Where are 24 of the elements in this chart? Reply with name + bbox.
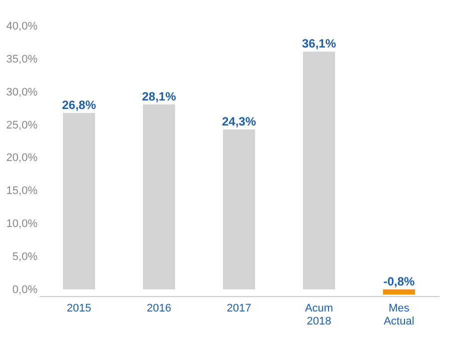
bar <box>63 112 95 290</box>
data-label: -0,8% <box>383 274 415 288</box>
y-tick-label: 40,0% <box>6 20 38 32</box>
y-tick-label: 30,0% <box>6 86 38 98</box>
data-label: 24,3% <box>222 114 256 128</box>
data-label: 36,1% <box>302 36 336 51</box>
data-label: 28,1% <box>142 89 176 104</box>
bar <box>383 289 415 295</box>
data-label: 26,8% <box>62 98 96 112</box>
x-tick-label: Mes Actual <box>384 302 414 328</box>
bar <box>303 52 335 290</box>
bar <box>223 129 255 290</box>
x-tick-label: Acum 2018 <box>304 302 334 328</box>
bar <box>143 104 175 290</box>
y-tick-label: 0,0% <box>12 284 38 296</box>
y-tick-label: 25,0% <box>6 119 38 132</box>
y-tick-label: 5,0% <box>12 250 38 263</box>
x-tick-label: 2015 <box>66 302 92 314</box>
y-tick-label: 10,0% <box>6 218 38 230</box>
y-tick-label: 20,0% <box>6 152 38 164</box>
x-tick-label: 2016 <box>146 302 172 314</box>
x-tick-label: 2017 <box>226 302 252 314</box>
y-tick-label: 35,0% <box>6 53 38 66</box>
y-tick-label: 15,0% <box>6 185 38 198</box>
